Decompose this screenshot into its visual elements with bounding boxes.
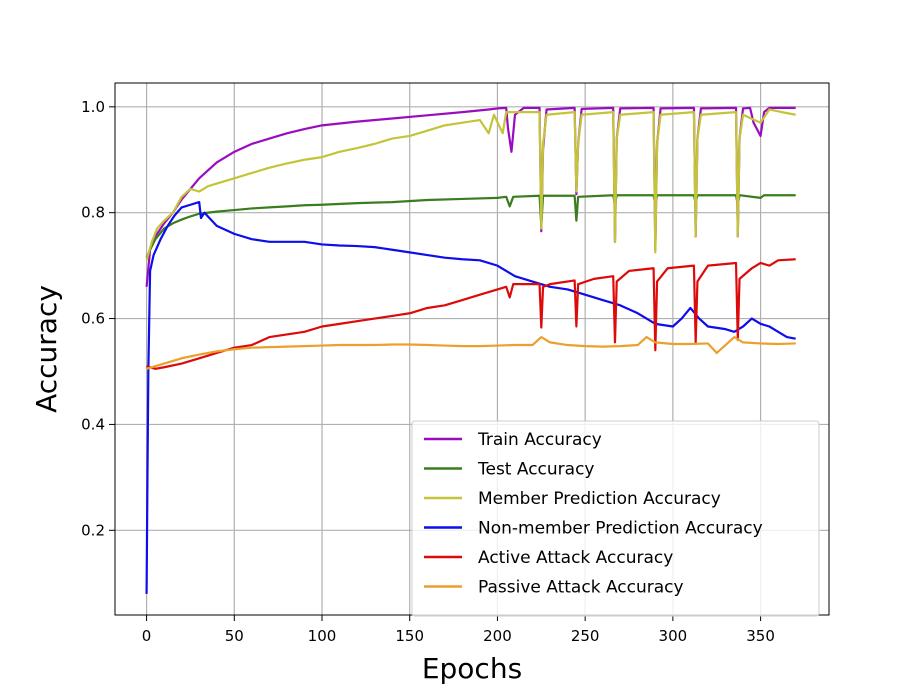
legend-box — [411, 420, 820, 617]
series-line-active-attack-accuracy — [146, 258, 796, 370]
x-tick-label: 0 — [142, 627, 152, 645]
series-line-member-prediction-accuracy — [145, 108, 796, 261]
legend-label: Passive Attack Accuracy — [478, 578, 684, 598]
legend-label: Non-member Prediction Accuracy — [478, 519, 763, 539]
x-tick-label: 100 — [308, 627, 337, 645]
y-tick-label: 0.2 — [81, 521, 105, 539]
y-tick-label: 0.6 — [81, 310, 105, 328]
legend-label: Test Accuracy — [477, 460, 595, 480]
x-tick-label: 150 — [395, 627, 424, 645]
y-tick-label: 0.4 — [81, 415, 105, 433]
y-tick-label: 1.0 — [81, 98, 105, 116]
legend-label: Active Attack Accuracy — [478, 548, 673, 568]
x-axis-title: Epochs — [422, 652, 522, 685]
series-line-test-accuracy — [145, 194, 796, 259]
series-lines — [145, 106, 796, 594]
series-line-non-member-prediction-accuracy — [145, 201, 796, 594]
legend-label: Train Accuracy — [477, 430, 602, 450]
axis-ticks: 0 50 100 150 200 250 300 350 0.2 0.4 0.6 0.8 1.0 — [81, 98, 775, 645]
x-tick-label: 50 — [225, 627, 244, 645]
x-tick-label: 300 — [659, 627, 688, 645]
x-tick-label: 200 — [483, 627, 512, 645]
legend-label: Member Prediction Accuracy — [478, 489, 721, 509]
y-tick-label: 0.8 — [81, 204, 105, 222]
x-tick-label: 250 — [571, 627, 600, 645]
y-axis-title: Accuracy — [30, 285, 63, 413]
series-line-passive-attack-accuracy — [146, 335, 796, 370]
legend: Train Accuracy Test Accuracy Member Predic… — [411, 420, 820, 617]
x-tick-label: 350 — [746, 627, 775, 645]
